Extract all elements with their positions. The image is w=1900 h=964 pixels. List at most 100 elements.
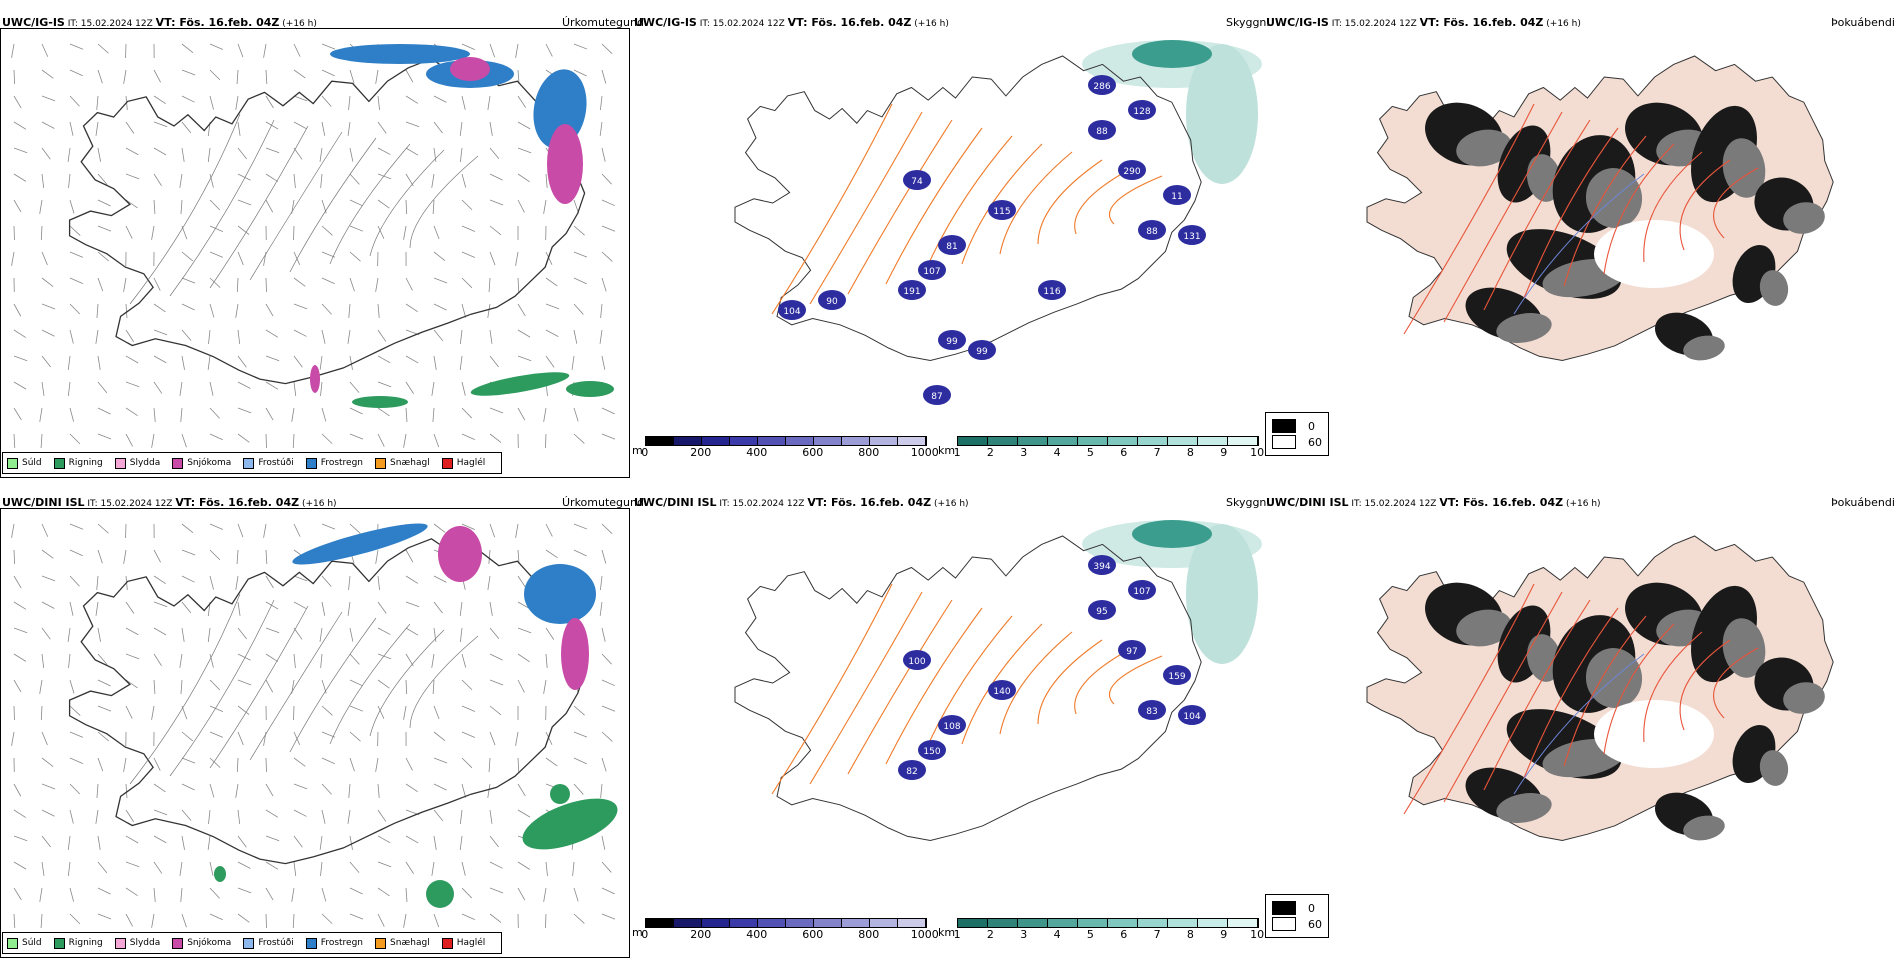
colorbar-cell <box>1168 919 1198 927</box>
wind-barb <box>294 602 306 609</box>
road-line <box>1109 656 1162 704</box>
legend-label: Súld <box>22 458 42 468</box>
wind-barb <box>546 356 554 367</box>
wind-barb <box>98 148 101 162</box>
wind-barb <box>546 862 547 876</box>
shade-label: 0 <box>1308 902 1315 915</box>
wind-barb <box>432 862 434 876</box>
wind-barb <box>266 200 273 212</box>
ceiling-label: 290 <box>1123 167 1140 177</box>
wind-barb <box>210 408 220 418</box>
wind-barb <box>12 252 14 266</box>
wind-barb <box>294 784 307 789</box>
wind-barb <box>350 706 363 711</box>
wind-barb <box>42 654 44 668</box>
colorbar-cell <box>1048 919 1078 927</box>
wind-barb <box>12 524 14 538</box>
wind-barb <box>545 434 546 448</box>
colorbar-tick: 600 <box>802 928 823 941</box>
wind-barb <box>376 70 378 84</box>
wind-barb <box>488 304 490 318</box>
wind-barb <box>602 550 606 563</box>
wind-barb <box>14 382 26 389</box>
colorbar-cell <box>1018 919 1048 927</box>
wind-barb <box>154 408 155 422</box>
wind-barb <box>348 602 350 616</box>
wind-barb <box>42 96 55 101</box>
wind-barb <box>210 732 223 737</box>
wind-barb <box>602 706 615 711</box>
wind-barb <box>154 304 166 312</box>
wind-barb <box>490 836 499 847</box>
wind-barb <box>322 96 331 106</box>
wind-barb <box>574 278 587 284</box>
coastline <box>735 536 1201 841</box>
legend-label: Haglél <box>457 458 486 468</box>
fog-index-panel-bottom: UWC/DINI ISL IT: 15.02.2024 12Z VT: Fös.… <box>1264 494 1896 964</box>
wind-barb <box>294 382 296 396</box>
wind-barb <box>544 680 546 694</box>
colorbar-cell <box>702 437 730 445</box>
wind-barb <box>14 200 21 212</box>
rain-area <box>352 396 408 408</box>
wind-barb <box>294 174 295 188</box>
wind-barb <box>460 810 462 824</box>
wind-barb <box>126 914 133 926</box>
wind-barb <box>208 356 210 370</box>
wind-barb <box>490 252 495 265</box>
wind-barb <box>40 408 42 422</box>
wind-barb <box>70 200 74 213</box>
wind-barb <box>182 252 193 261</box>
wind-barb <box>378 862 391 867</box>
wind-barb <box>98 888 111 894</box>
road-line <box>1038 640 1102 724</box>
legend-item: Frostregn <box>306 938 363 949</box>
colorbar-cell <box>1228 919 1258 927</box>
wind-barb <box>124 550 126 564</box>
wind-barb <box>294 836 302 847</box>
wind-barb <box>601 304 602 318</box>
wind-barb <box>546 758 557 766</box>
wind-barb <box>182 810 191 821</box>
wind-barb <box>98 680 111 686</box>
wind-barb <box>404 914 406 928</box>
wind-barb <box>124 758 126 772</box>
wind-barb <box>126 602 134 614</box>
wind-barb <box>350 252 361 261</box>
wind-barb <box>41 226 42 240</box>
wind-barb <box>126 706 132 719</box>
wind-barb <box>434 914 439 927</box>
wind-barb <box>98 226 111 231</box>
road-line <box>370 630 444 736</box>
shade-legend-item: 60 <box>1272 917 1322 931</box>
colorbar-cell <box>730 919 758 927</box>
wind-barb <box>294 44 300 57</box>
wind-barb <box>182 550 195 555</box>
legend-item: Snjókoma <box>172 938 231 949</box>
wind-barb <box>182 70 195 75</box>
wind-barb <box>152 914 154 928</box>
colorbar-cell <box>674 919 702 927</box>
wind-barb <box>322 706 332 715</box>
ceiling-label: 107 <box>1133 587 1150 597</box>
wind-barb <box>266 914 267 928</box>
wind-barb <box>406 304 418 312</box>
wind-barb <box>378 96 380 110</box>
colorbar-tick: 1000 <box>911 446 939 459</box>
wind-barb <box>434 330 443 341</box>
wind-barb <box>378 148 390 155</box>
wind-barb <box>266 304 273 316</box>
legend-item: Frostúði <box>243 938 293 949</box>
road-line <box>370 150 444 256</box>
wind-barb <box>96 122 98 136</box>
wind-barb <box>462 278 472 288</box>
wind-barb <box>322 758 335 764</box>
wind-barb <box>600 122 602 136</box>
wind-barb <box>434 226 439 239</box>
wind-barb <box>518 330 530 337</box>
wind-barb <box>238 732 243 745</box>
wind-barb <box>406 278 413 290</box>
wind-barb <box>42 70 53 78</box>
precip-type-map <box>0 14 632 484</box>
